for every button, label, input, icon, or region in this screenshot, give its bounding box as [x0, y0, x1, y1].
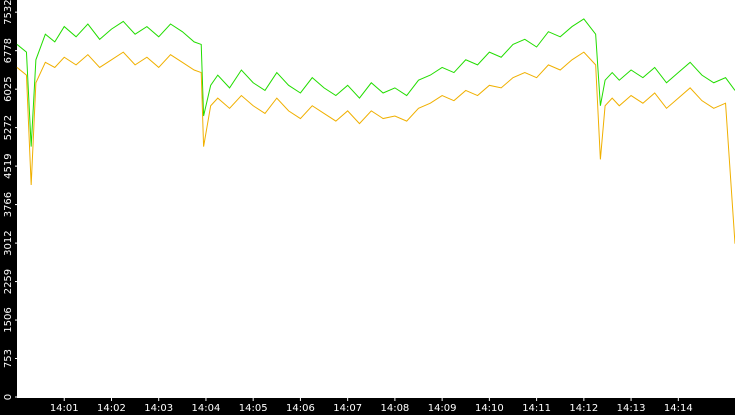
- series-line: [16, 18, 735, 147]
- y-tick-label: 2259: [3, 269, 14, 294]
- x-tick-label: 14:05: [239, 403, 268, 414]
- y-tick-label: 7532: [3, 0, 14, 25]
- x-tick-label: 14:08: [380, 403, 409, 414]
- y-tick-label: 0: [3, 394, 14, 400]
- y-tick-label: 4519: [3, 153, 14, 178]
- y-tick-label: 6778: [3, 38, 14, 63]
- x-tick-label: 14:13: [617, 403, 646, 414]
- x-tick-label: 14:04: [192, 403, 221, 414]
- y-tick-label: 5272: [3, 115, 14, 140]
- x-tick-label: 14:02: [97, 403, 126, 414]
- y-axis-band: [0, 0, 17, 415]
- x-axis-band: [0, 398, 735, 415]
- x-tick-label: 14:14: [664, 403, 693, 414]
- x-tick-label: 14:10: [475, 403, 504, 414]
- x-tick-label: 14:01: [50, 403, 79, 414]
- x-tick-label: 14:03: [144, 403, 173, 414]
- x-tick-label: 14:11: [522, 403, 551, 414]
- series-line: [16, 51, 735, 244]
- y-tick-label: 753: [3, 349, 14, 368]
- y-tick-label: 1506: [3, 307, 14, 332]
- y-tick-label: 6025: [3, 76, 14, 101]
- y-tick-label: 3012: [3, 230, 14, 255]
- y-tick-label: 3766: [3, 192, 14, 217]
- x-tick-label: 14:12: [569, 403, 598, 414]
- x-tick-label: 14:06: [286, 403, 315, 414]
- x-tick-label: 14:07: [333, 403, 362, 414]
- x-tick-label: 14:09: [428, 403, 457, 414]
